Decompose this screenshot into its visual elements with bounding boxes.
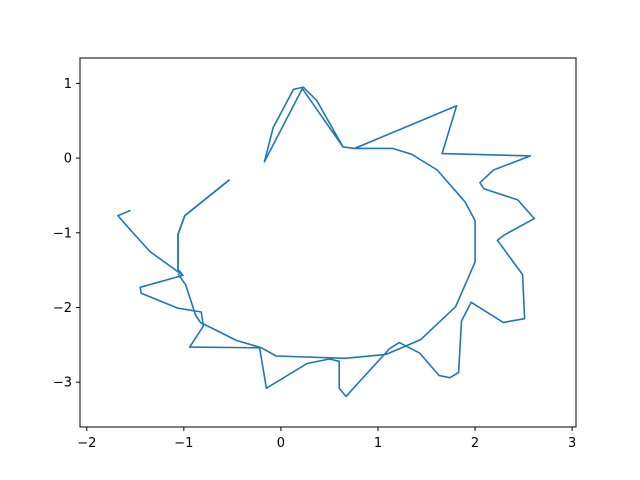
y-axis: 1 0 −1 −2 −3	[53, 77, 80, 391]
y-tick-label: −3	[53, 376, 72, 391]
x-tick-label: 3	[568, 436, 576, 451]
y-tick-label: −1	[53, 226, 72, 241]
y-tick-label: 0	[64, 152, 72, 167]
x-tick-label: 0	[277, 436, 285, 451]
x-tick-label: 1	[374, 436, 382, 451]
axes-frame	[79, 57, 577, 428]
x-tick-label: −2	[77, 436, 96, 451]
series-line-0	[139, 86, 536, 398]
y-tick-label: 1	[64, 77, 72, 92]
x-tick-label: −1	[174, 436, 193, 451]
series-layer	[117, 86, 536, 398]
x-tick-label: 2	[471, 436, 479, 451]
series-tail-0	[117, 179, 231, 277]
y-tick-label: −2	[53, 301, 72, 316]
plot-area	[80, 58, 576, 427]
x-axis: −2 −1 0 1 2 3	[77, 427, 576, 451]
